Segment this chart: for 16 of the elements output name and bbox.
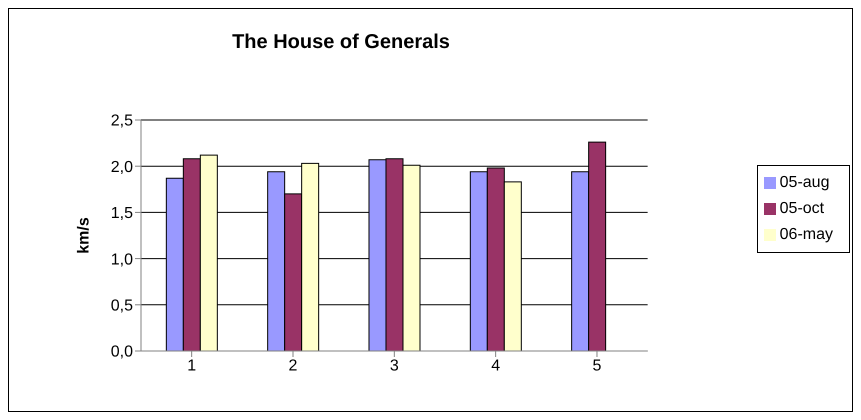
legend-label: 06-may	[780, 226, 833, 243]
y-tick-label: 2,0	[110, 158, 134, 176]
x-tick-label: 3	[390, 357, 399, 374]
x-tick-label: 1	[187, 357, 196, 374]
y-tick-label: 2,5	[110, 112, 134, 130]
x-tick-label: 2	[288, 357, 298, 374]
y-tick-label: 1,0	[110, 251, 134, 268]
chart-title: The House of Generals	[231, 31, 451, 54]
x-tick-label: 5	[592, 357, 602, 374]
y-tick-label: 0,0	[110, 344, 134, 361]
legend-label: 05-oct	[780, 200, 824, 217]
y-axis-title: km/s	[76, 217, 93, 254]
legend-label: 05-aug	[780, 174, 830, 191]
x-tick-label: 4	[491, 357, 500, 374]
y-tick-label: 1,5	[110, 205, 134, 222]
y-tick-label: 0,5	[110, 297, 134, 314]
